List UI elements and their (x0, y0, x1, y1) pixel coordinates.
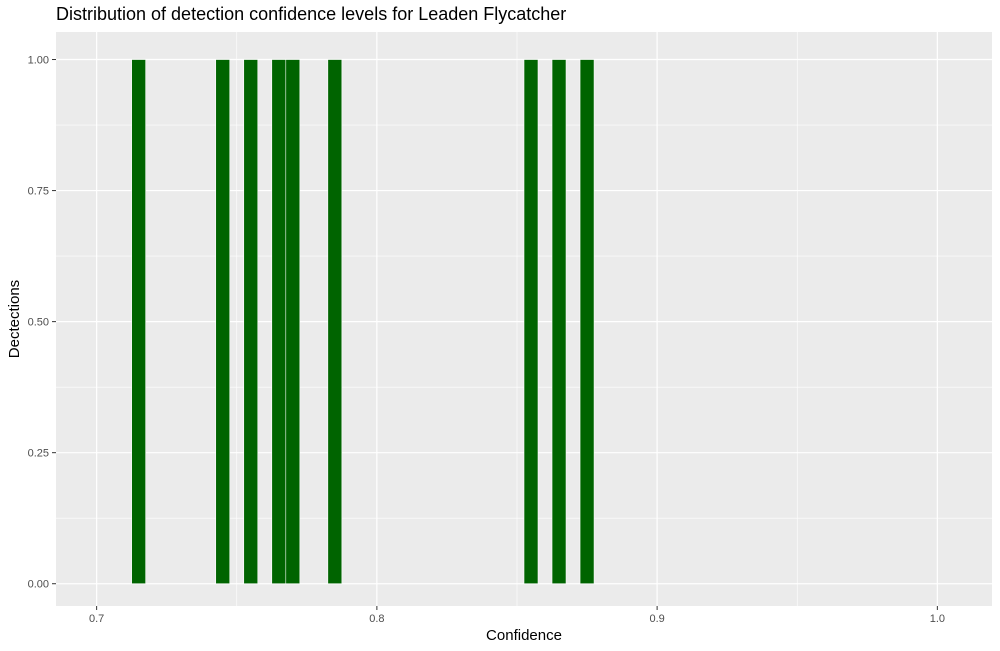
x-tick-label: 0.9 (649, 613, 664, 625)
x-tick-label: 0.8 (369, 613, 384, 625)
y-tick-label: 0.75 (28, 186, 49, 198)
histogram-bar (285, 59, 301, 585)
y-axis-title: Dectections (6, 280, 23, 358)
x-axis-title: Confidence (486, 627, 562, 644)
y-tick-label: 0.50 (28, 317, 49, 329)
y-tick-label: 0.25 (28, 448, 49, 460)
y-tick-label: 1.00 (28, 55, 49, 67)
histogram-bar (131, 59, 146, 585)
bars-group (131, 59, 595, 585)
y-tick-label: 0.00 (28, 579, 49, 591)
histogram-bar (243, 59, 259, 585)
histogram-bar (327, 59, 343, 585)
y-axis: 0.00 0.25 0.50 0.75 1.00 (28, 55, 56, 591)
x-axis: 0.7 0.8 0.9 1.0 (89, 606, 945, 625)
histogram-bar (523, 59, 539, 585)
chart-title: Distribution of detection confidence lev… (56, 4, 566, 24)
histogram-bar (215, 59, 231, 585)
histogram-bar (271, 59, 287, 585)
x-tick-label: 1.0 (930, 613, 945, 625)
x-tick-label: 0.7 (89, 613, 104, 625)
histogram-bar (551, 59, 567, 585)
histogram-bar (579, 59, 595, 585)
